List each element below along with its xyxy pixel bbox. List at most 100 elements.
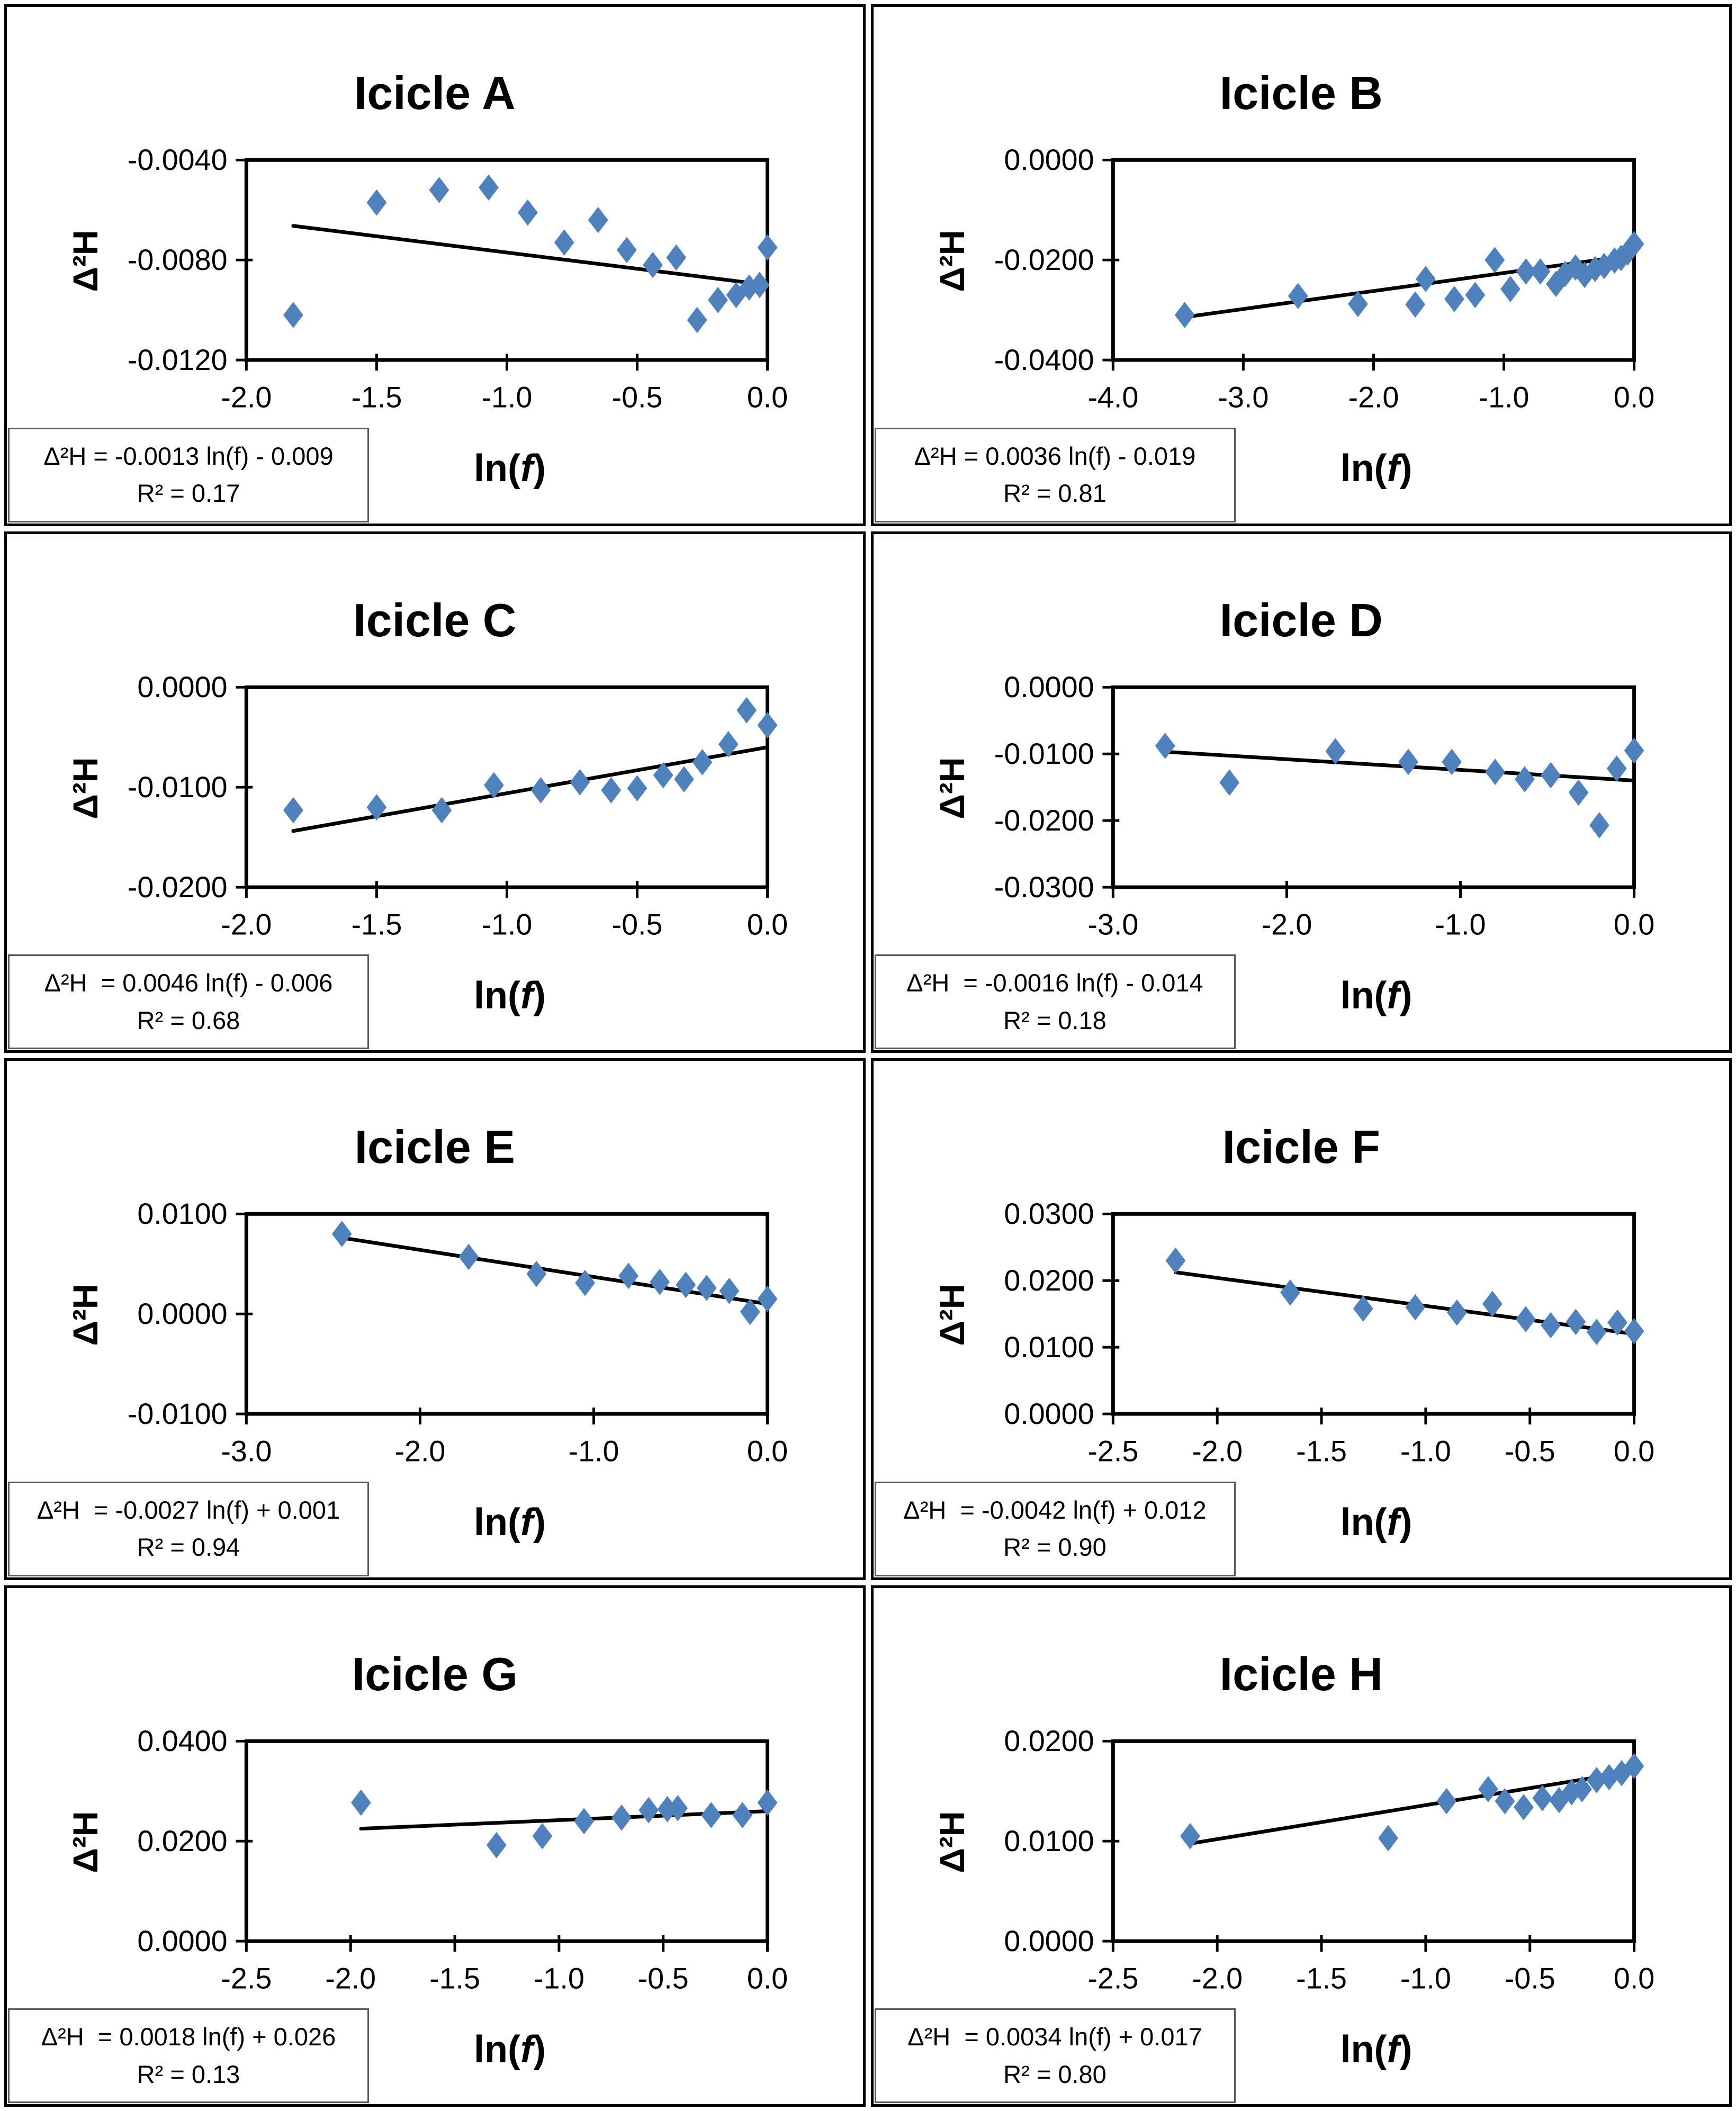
x-tick-label: -1.5 [429, 1962, 480, 1995]
data-point [570, 769, 590, 796]
data-point [740, 1298, 760, 1325]
x-tick-label: -0.5 [1504, 1435, 1555, 1468]
equation-box: Δ²H = 0.0034 ln(f) + 0.017 R² = 0.80 [874, 2008, 1236, 2103]
data-point [1624, 1318, 1644, 1345]
data-point [1532, 1784, 1552, 1811]
y-tick-label: -0.0120 [128, 344, 228, 376]
x-tick-label: -2.0 [1348, 381, 1399, 414]
trendline [340, 1235, 770, 1306]
y-tick-label: 0.0000 [1004, 671, 1094, 703]
data-point [1540, 1312, 1561, 1339]
chart-title: Icicle F [1222, 1121, 1380, 1173]
x-tick-label: -1.0 [481, 908, 532, 941]
x-tick-label: -1.0 [569, 1435, 619, 1468]
data-point [588, 206, 608, 233]
data-point [575, 1269, 595, 1296]
x-tick-label: -1.0 [534, 1962, 584, 1995]
equation-box: Δ²H = 0.0046 ln(f) - 0.006 R² = 0.68 [8, 954, 369, 1049]
x-tick-label: -3.0 [1218, 381, 1269, 414]
y-tick-label: 0.0200 [1004, 1264, 1094, 1297]
x-axis-label: ln(f) [474, 1501, 546, 1544]
data-point [1174, 302, 1195, 328]
y-tick-label: -0.0200 [128, 870, 228, 903]
chart-title: Icicle B [1219, 67, 1383, 119]
x-axis-label: ln(f) [474, 447, 546, 490]
r-squared-value: R² = 0.90 [1003, 1533, 1107, 1561]
y-tick-label: 0.0000 [137, 1297, 227, 1330]
data-point [1515, 1306, 1536, 1333]
plot-area-border [1111, 1212, 1636, 1416]
y-tick-label: -0.0040 [128, 143, 228, 176]
data-point [1165, 1247, 1185, 1274]
y-tick-label: -0.0300 [994, 870, 1094, 903]
x-tick-label: -2.5 [221, 1962, 272, 1995]
data-point [618, 1262, 638, 1289]
x-tick-label: -2.5 [1087, 1962, 1138, 1995]
scatter-chart: -2.5 -2.0 -1.5 -1.0 -0.5 0.0 0.0200 0.0100 0.000… [1004, 1725, 1654, 1995]
equation-box: Δ²H = 0.0018 ln(f) + 0.026 R² = 0.13 [8, 2008, 369, 2103]
chart-title: Icicle D [1219, 593, 1383, 646]
trendline-equation: Δ²H = 0.0034 ln(f) + 0.017 [907, 2023, 1202, 2051]
data-point [532, 1823, 553, 1850]
equation-box: Δ²H = 0.0036 ln(f) - 0.019 R² = 0.81 [874, 427, 1236, 522]
plot-area-border [1111, 685, 1636, 889]
data-point [429, 177, 449, 203]
panel-icicle-e: Icicle E Δ²H -3.0 -2.0 -1.0 0.0 0.0100 0.0000… [4, 1058, 866, 1580]
data-point [736, 697, 757, 724]
x-tick-label: -2.5 [1087, 1435, 1138, 1468]
data-point [1514, 765, 1535, 792]
data-point [627, 774, 647, 801]
data-point [653, 762, 673, 788]
data-point [1484, 247, 1505, 274]
x-tick-label: -1.5 [1296, 1435, 1347, 1468]
equation-box: Δ²H = -0.0042 ln(f) + 0.012 R² = 0.90 [874, 1481, 1236, 1576]
data-point [1515, 258, 1536, 285]
equation-box: Δ²H = -0.0027 ln(f) + 0.001 R² = 0.94 [8, 1481, 369, 1576]
trendline-equation: Δ²H = 0.0046 ln(f) - 0.006 [44, 969, 333, 997]
data-point [1415, 266, 1436, 292]
trendline-equation: Δ²H = 0.0018 ln(f) + 0.026 [41, 2023, 336, 2051]
data-point [1500, 276, 1521, 302]
data-point [1530, 258, 1550, 285]
data-point [757, 711, 778, 738]
chart-title: Icicle H [1219, 1647, 1383, 1700]
data-point [687, 306, 707, 333]
data-point [1624, 231, 1644, 257]
data-point [1405, 291, 1425, 318]
data-point [1607, 1309, 1627, 1336]
r-squared-value: R² = 0.68 [137, 1006, 240, 1034]
y-tick-label: 0.0100 [137, 1197, 227, 1230]
x-tick-label: -2.0 [325, 1962, 376, 1995]
x-tick-label: -2.0 [221, 381, 272, 414]
panel-icicle-f: Icicle F Δ²H -2.5 -2.0 -1.5 -1.0 -0.5 0.0 0.03… [870, 1058, 1732, 1580]
trendline [1163, 750, 1636, 782]
y-tick-label: -0.0400 [994, 344, 1094, 376]
x-tick-label: -3.0 [221, 1435, 272, 1468]
data-point [1288, 283, 1308, 310]
x-tick-label: 0.0 [1613, 908, 1654, 941]
data-point [331, 1221, 352, 1247]
scatter-chart: -2.5 -2.0 -1.5 -1.0 -0.5 0.0 0.0400 0.0200 0.000… [137, 1725, 788, 1995]
x-axis-label: ln(f) [1340, 974, 1413, 1017]
x-tick-label: -4.0 [1087, 381, 1138, 414]
trendline [291, 224, 770, 287]
scatter-chart: -4.0 -3.0 -2.0 -1.0 0.0 0.0000 -0.0200 -0.0400 [994, 143, 1654, 414]
data-point [526, 1260, 547, 1287]
x-tick-label: -2.0 [1261, 908, 1312, 941]
r-squared-value: R² = 0.13 [137, 2060, 240, 2088]
y-tick-label: -0.0100 [128, 771, 228, 804]
x-tick-label: -2.0 [394, 1435, 445, 1468]
data-point [708, 286, 728, 313]
x-tick-label: 0.0 [747, 908, 788, 941]
x-tick-label: -1.0 [1478, 381, 1529, 414]
data-point [650, 1268, 670, 1295]
data-point [1378, 1825, 1398, 1851]
trendline [291, 745, 770, 833]
data-point [1568, 779, 1588, 806]
data-point [1561, 1779, 1581, 1805]
y-tick-label: 0.0200 [137, 1825, 227, 1857]
x-tick-label: 0.0 [1613, 1435, 1654, 1468]
x-tick-label: -2.0 [1192, 1435, 1243, 1468]
data-point [1446, 1299, 1467, 1326]
data-point [1540, 762, 1561, 788]
